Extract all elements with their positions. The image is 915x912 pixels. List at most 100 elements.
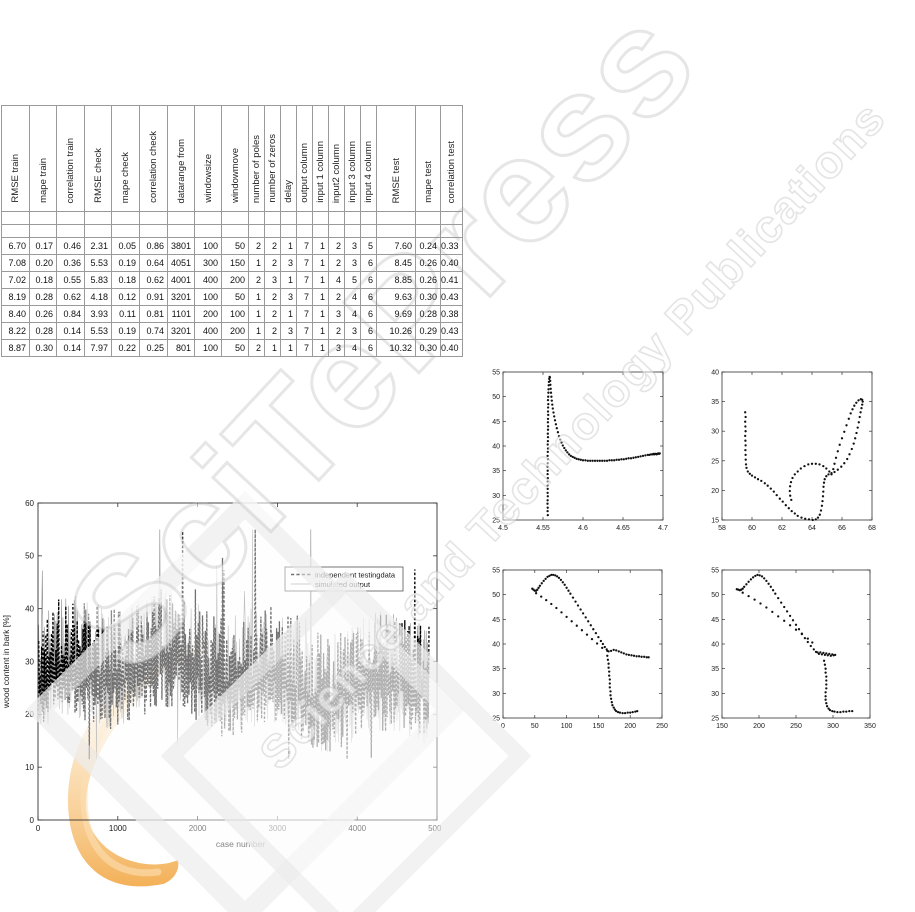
table-cell: 0.33 (440, 237, 463, 255)
table-cell: 0.25 (139, 339, 168, 357)
column-header: datarange from (167, 105, 195, 212)
table-cell: 0.28 (29, 322, 57, 340)
empty-cell (1, 211, 30, 225)
empty-cell (328, 211, 345, 225)
table-cell: 7.02 (1, 271, 30, 289)
empty-cell (56, 224, 85, 238)
table-cell: 7.60 (376, 237, 416, 255)
table-cell: 0.36 (56, 254, 85, 272)
table-cell: 1 (280, 305, 297, 323)
empty-cell (296, 211, 313, 225)
table-cell: 2 (248, 339, 265, 357)
table-cell: 3 (328, 339, 345, 357)
table-cell: 0.40 (440, 339, 463, 357)
empty-cell (440, 224, 463, 238)
scatter-plot-top-right: 15 20 25 30 35 40 58 60 62 64 66 68 (700, 364, 880, 543)
table-cell: 0.14 (56, 322, 85, 340)
tick-label: 350 (864, 723, 876, 730)
table-cell: 2 (328, 237, 345, 255)
table-cell: 150 (221, 254, 249, 272)
table-cell: 5.53 (84, 322, 112, 340)
table-cell: 6 (360, 339, 377, 357)
table-row: 6.70 0.17 0.46 2.31 0.05 0.86 3801 100 50 2 2 1 7 1 2 3… (1, 237, 463, 255)
scatter-top-right-svg: 15 20 25 30 35 40 58 60 62 64 66 68 (711, 370, 876, 533)
column-header-label: RMSE train (10, 154, 21, 203)
column-header: input 1 column (312, 105, 329, 212)
tick-label: 50 (531, 723, 539, 730)
table-cell: 6.70 (1, 237, 30, 255)
scatter-points (744, 398, 864, 522)
table-cell: 0.29 (415, 322, 441, 340)
table-cell: 7 (296, 322, 313, 340)
table-cell: 4 (344, 305, 361, 323)
empty-cell (1, 224, 30, 238)
table-cell: 7.08 (1, 254, 30, 272)
tick-label: 50 (492, 394, 500, 401)
table-cell: 0.62 (139, 271, 168, 289)
tick-label: 15 (711, 518, 719, 525)
scatter-points (735, 573, 854, 714)
table-cell: 7 (296, 237, 313, 255)
tick-label: 68 (868, 525, 876, 532)
column-header: RMSE check (84, 105, 112, 212)
table-cell: 8.85 (376, 271, 416, 289)
table-cell: 3 (344, 237, 361, 255)
table-cell: 801 (167, 339, 195, 357)
tick-label: 45 (711, 617, 719, 624)
column-header-label: mape test (422, 161, 434, 203)
table-cell: 3801 (167, 237, 195, 255)
table-cell: 200 (221, 271, 249, 289)
timeseries-chart: 0 10 20 30 40 50 60 0 1000 2000 3000 4000 5000 case n… (0, 478, 446, 863)
axes-box (721, 569, 871, 719)
tick-label: 62 (778, 525, 786, 532)
tick-label: 300 (827, 723, 839, 730)
column-header-label: number of poles (251, 134, 262, 203)
table-cell: 1 (248, 254, 265, 272)
tick-label: 40 (492, 642, 500, 649)
scatter-top-left-svg: 25 30 35 40 45 50 55 4.5 4.55 4.6 4.65 4.7 (492, 370, 668, 533)
table-cell: 2 (328, 254, 345, 272)
table-cell: 4 (328, 271, 345, 289)
table-cell: 2 (328, 288, 345, 306)
column-header: mape train (29, 105, 57, 212)
empty-cell (84, 224, 112, 238)
column-header-label: correlation check (148, 131, 159, 203)
table-cell: 0.30 (415, 288, 441, 306)
tick-label: 40 (711, 370, 719, 377)
y-axis-label: wood content in bark [%] (1, 615, 11, 709)
table-cell: 2 (248, 237, 265, 255)
empty-cell (415, 211, 441, 225)
table-cell: 4001 (167, 271, 195, 289)
tick-label: 45 (492, 419, 500, 426)
table-cell: 6 (360, 271, 377, 289)
column-header: mape test (415, 105, 441, 212)
table-cell: 400 (194, 271, 222, 289)
table-cell: 100 (194, 237, 222, 255)
tick-label: 100 (561, 723, 573, 730)
table-cell: 1 (248, 322, 265, 340)
table-cell: 0.30 (415, 339, 441, 357)
table-cell: 3 (280, 254, 297, 272)
table-cell: 2 (248, 271, 265, 289)
table-cell: 8.40 (1, 305, 30, 323)
table-cell: 0.84 (56, 305, 85, 323)
tick-label: 60 (25, 499, 34, 508)
table-cell: 7.97 (84, 339, 112, 357)
tick-label: 35 (711, 666, 719, 673)
tick-label: 30 (711, 691, 719, 698)
tick-label: 40 (711, 642, 719, 649)
table-cell: 7 (296, 271, 313, 289)
tick-label: 4.65 (616, 525, 630, 532)
table-cell: 3201 (167, 288, 195, 306)
empty-cell (264, 224, 281, 238)
table-cell: 0.40 (440, 254, 463, 272)
tick-label: 1000 (109, 824, 127, 833)
empty-cell (312, 224, 329, 238)
timeseries-svg: 0 10 20 30 40 50 60 0 1000 2000 3000 4000 5000 case n… (1, 499, 446, 849)
column-header: input 4 column (360, 105, 377, 212)
table-cell: 50 (221, 339, 249, 357)
axes-box (502, 371, 664, 521)
table-cell: 10.32 (376, 339, 416, 357)
empty-cell (280, 211, 297, 225)
